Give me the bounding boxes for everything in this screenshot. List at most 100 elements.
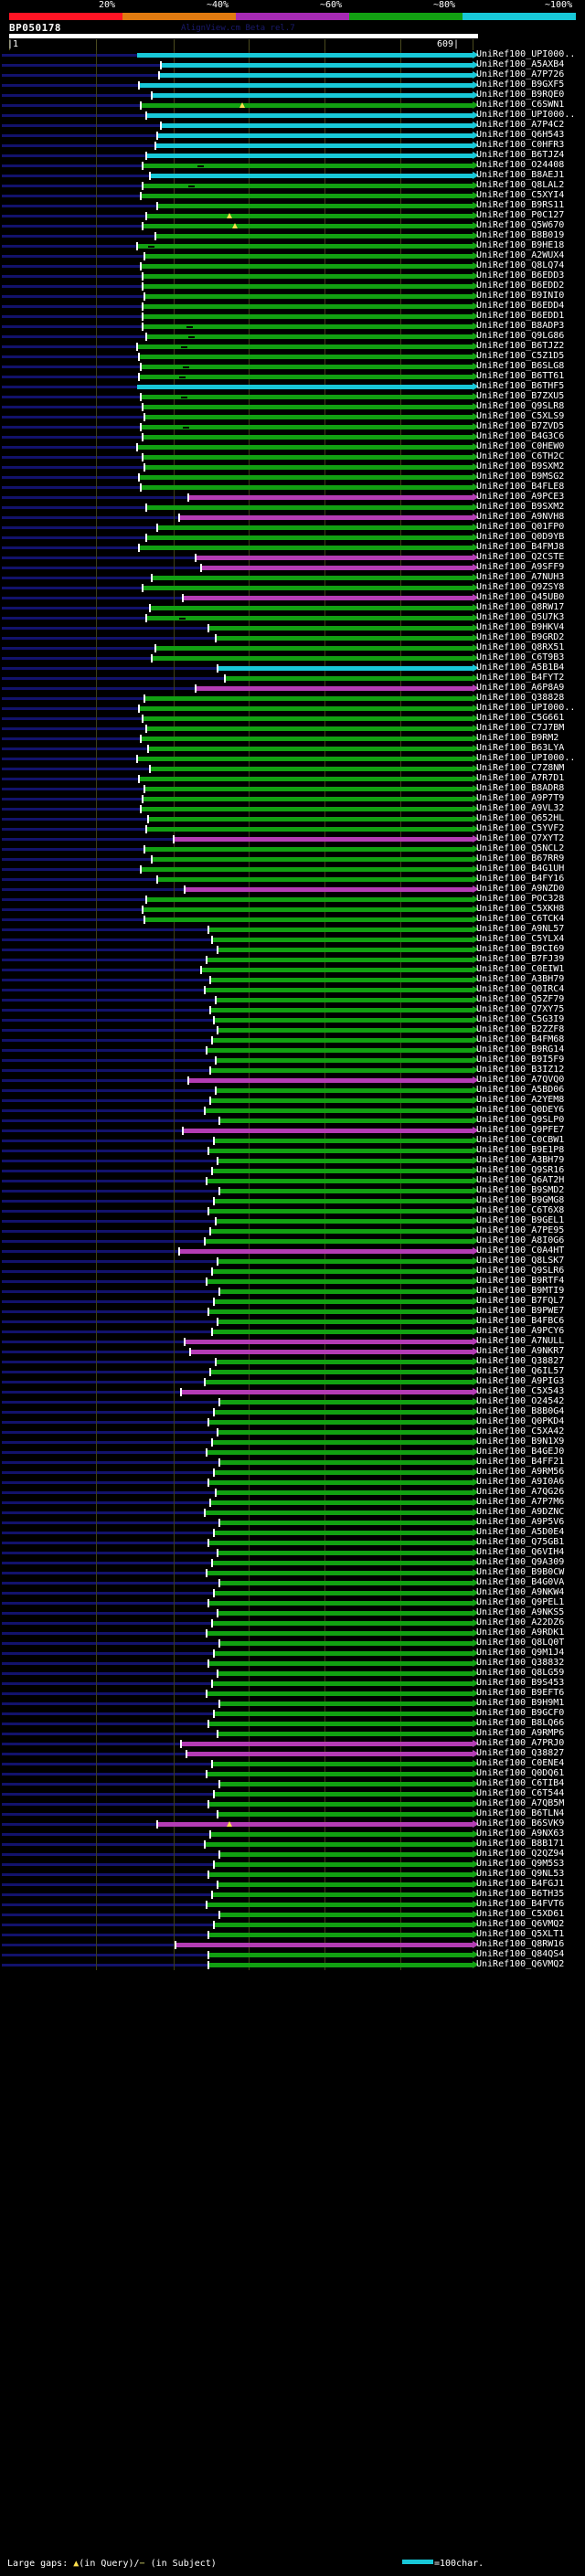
hit-row[interactable]: UniRef100_Q45UB0: [0, 592, 585, 603]
hsp-bar[interactable]: [208, 928, 473, 932]
hit-row[interactable]: UniRef100_B9HKV4: [0, 622, 585, 633]
hsp-bar[interactable]: [143, 314, 473, 319]
hit-row[interactable]: UniRef100_C5G3I9: [0, 1014, 585, 1025]
hit-accession-label[interactable]: UniRef100_B4FVT6: [476, 1899, 565, 1909]
hit-accession-label[interactable]: UniRef100_Q6H543: [476, 130, 565, 140]
hsp-bar[interactable]: [214, 1018, 473, 1023]
hsp-bar[interactable]: [205, 1380, 473, 1384]
hsp-bar[interactable]: [207, 1279, 473, 1284]
hsp-bar[interactable]: [188, 1078, 473, 1083]
hit-accession-label[interactable]: UniRef100_B6TJZ2: [476, 341, 565, 351]
hit-accession-label[interactable]: UniRef100_C6T6X8: [476, 1205, 565, 1215]
hit-row[interactable]: UniRef100_Q5XLT1: [0, 1929, 585, 1940]
hit-row[interactable]: UniRef100_A7P726: [0, 69, 585, 80]
hsp-bar[interactable]: [205, 1842, 473, 1847]
hsp-bar[interactable]: [141, 807, 473, 811]
hsp-bar[interactable]: [208, 1209, 473, 1214]
hsp-bar[interactable]: [214, 1410, 473, 1415]
hit-row[interactable]: UniRef100_C5G661: [0, 713, 585, 724]
hsp-bar[interactable]: [218, 948, 473, 952]
hsp-bar[interactable]: [155, 646, 473, 651]
hit-accession-label[interactable]: UniRef100_B8AEJ1: [476, 170, 565, 180]
hsp-bar[interactable]: [152, 857, 473, 862]
hit-accession-label[interactable]: UniRef100_Q5W670: [476, 220, 565, 230]
hit-accession-label[interactable]: UniRef100_C6TH2C: [476, 451, 565, 461]
hsp-bar[interactable]: [218, 1882, 473, 1887]
hit-accession-label[interactable]: UniRef100_Q2CSTE: [476, 552, 565, 562]
hsp-bar[interactable]: [143, 797, 473, 801]
hsp-bar[interactable]: [152, 576, 473, 580]
hit-accession-label[interactable]: UniRef100_C7Z8NM: [476, 763, 565, 773]
hit-accession-label[interactable]: UniRef100_B4FBC6: [476, 1316, 565, 1326]
hit-row[interactable]: UniRef100_Q2CSTE: [0, 552, 585, 563]
hsp-bar[interactable]: [210, 1832, 473, 1837]
hit-row[interactable]: UniRef100_B9EFT6: [0, 1688, 585, 1699]
hit-row[interactable]: UniRef100_B9RM2: [0, 733, 585, 744]
hsp-bar[interactable]: [141, 365, 473, 369]
hit-accession-label[interactable]: UniRef100_B8LQ66: [476, 1718, 565, 1728]
hsp-bar[interactable]: [218, 666, 473, 671]
hit-row[interactable]: UniRef100_Q38832: [0, 1658, 585, 1669]
hsp-bar[interactable]: [143, 586, 473, 590]
hit-accession-label[interactable]: UniRef100_C5YLX4: [476, 934, 565, 944]
hit-row[interactable]: UniRef100_A22DZ6: [0, 1617, 585, 1628]
hsp-bar[interactable]: [219, 1289, 473, 1294]
hit-row[interactable]: UniRef100_B9B0CW: [0, 1567, 585, 1578]
hit-accession-label[interactable]: UniRef100_A9PIG3: [476, 1376, 565, 1386]
hit-accession-label[interactable]: UniRef100_Q8RW17: [476, 602, 565, 612]
hsp-bar[interactable]: [144, 294, 473, 299]
hit-row[interactable]: UniRef100_Q0DQ61: [0, 1768, 585, 1779]
hit-row[interactable]: UniRef100_C5YVF2: [0, 823, 585, 834]
hit-accession-label[interactable]: UniRef100_A2WUX4: [476, 250, 565, 260]
hit-accession-label[interactable]: UniRef100_B9B0CW: [476, 1567, 565, 1577]
hit-accession-label[interactable]: UniRef100_B4G1UH: [476, 864, 565, 874]
hit-row[interactable]: UniRef100_Q8LG59: [0, 1668, 585, 1679]
hsp-bar[interactable]: [219, 1913, 473, 1917]
hit-row[interactable]: UniRef100_C5X543: [0, 1386, 585, 1397]
hsp-bar[interactable]: [218, 1028, 473, 1033]
hit-row[interactable]: UniRef100_P0C127: [0, 210, 585, 221]
hit-accession-label[interactable]: UniRef100_Q38828: [476, 693, 565, 703]
hit-row[interactable]: UniRef100_A9P7T9: [0, 793, 585, 804]
hit-row[interactable]: UniRef100_B9S453: [0, 1678, 585, 1689]
hsp-bar[interactable]: [210, 1008, 473, 1012]
hsp-bar[interactable]: [144, 787, 473, 791]
hsp-bar[interactable]: [185, 887, 473, 892]
hit-accession-label[interactable]: UniRef100_C5XYI4: [476, 190, 565, 200]
hit-row[interactable]: UniRef100_B7FJ39: [0, 954, 585, 965]
hit-row[interactable]: UniRef100_B6EDD1: [0, 311, 585, 322]
hit-row[interactable]: UniRef100_A5BD06: [0, 1085, 585, 1096]
hit-accession-label[interactable]: UniRef100_B9GEL1: [476, 1215, 565, 1225]
hsp-bar[interactable]: [161, 63, 473, 68]
hit-accession-label[interactable]: UniRef100_B9SMD2: [476, 1185, 565, 1195]
hit-accession-label[interactable]: UniRef100_Q0DEY6: [476, 1105, 565, 1115]
hsp-bar[interactable]: [219, 1701, 473, 1706]
hit-accession-label[interactable]: UniRef100_Q9M1J4: [476, 1648, 565, 1658]
hit-accession-label[interactable]: UniRef100_C6TCK4: [476, 914, 565, 924]
hit-row[interactable]: UniRef100_A7PRJ0: [0, 1738, 585, 1749]
hit-row[interactable]: UniRef100_A8I0G6: [0, 1235, 585, 1246]
hit-accession-label[interactable]: UniRef100_UPI000..: [476, 49, 576, 59]
hit-row[interactable]: UniRef100_Q6IL57: [0, 1366, 585, 1377]
hsp-bar[interactable]: [146, 334, 473, 339]
hit-accession-label[interactable]: UniRef100_B6EDD4: [476, 301, 565, 311]
hit-accession-label[interactable]: UniRef100_C6TIB4: [476, 1778, 565, 1788]
hit-accession-label[interactable]: UniRef100_B9SXM2: [476, 502, 565, 512]
hit-accession-label[interactable]: UniRef100_B6SVK9: [476, 1818, 565, 1829]
hsp-bar[interactable]: [207, 1450, 473, 1455]
hsp-bar[interactable]: [207, 1571, 473, 1575]
hit-row[interactable]: UniRef100_UPI000..: [0, 703, 585, 714]
hsp-bar[interactable]: [139, 546, 473, 550]
hit-row[interactable]: UniRef100_Q8LSK7: [0, 1256, 585, 1267]
hit-row[interactable]: UniRef100_A9NKW4: [0, 1587, 585, 1598]
hit-accession-label[interactable]: UniRef100_C5XD61: [476, 1909, 565, 1919]
hit-row[interactable]: UniRef100_A5D0E4: [0, 1527, 585, 1538]
hit-row[interactable]: UniRef100_Q9ZSY8: [0, 582, 585, 593]
hit-row[interactable]: UniRef100_Q5ZF79: [0, 994, 585, 1005]
hit-accession-label[interactable]: UniRef100_O24542: [476, 1396, 565, 1406]
hit-row[interactable]: UniRef100_Q0IRC4: [0, 984, 585, 995]
hit-accession-label[interactable]: UniRef100_C5XLS9: [476, 411, 565, 421]
hit-accession-label[interactable]: UniRef100_B6EDD3: [476, 270, 565, 281]
hit-row[interactable]: UniRef100_B8B019: [0, 230, 585, 241]
hit-row[interactable]: UniRef100_C5XLS9: [0, 411, 585, 422]
